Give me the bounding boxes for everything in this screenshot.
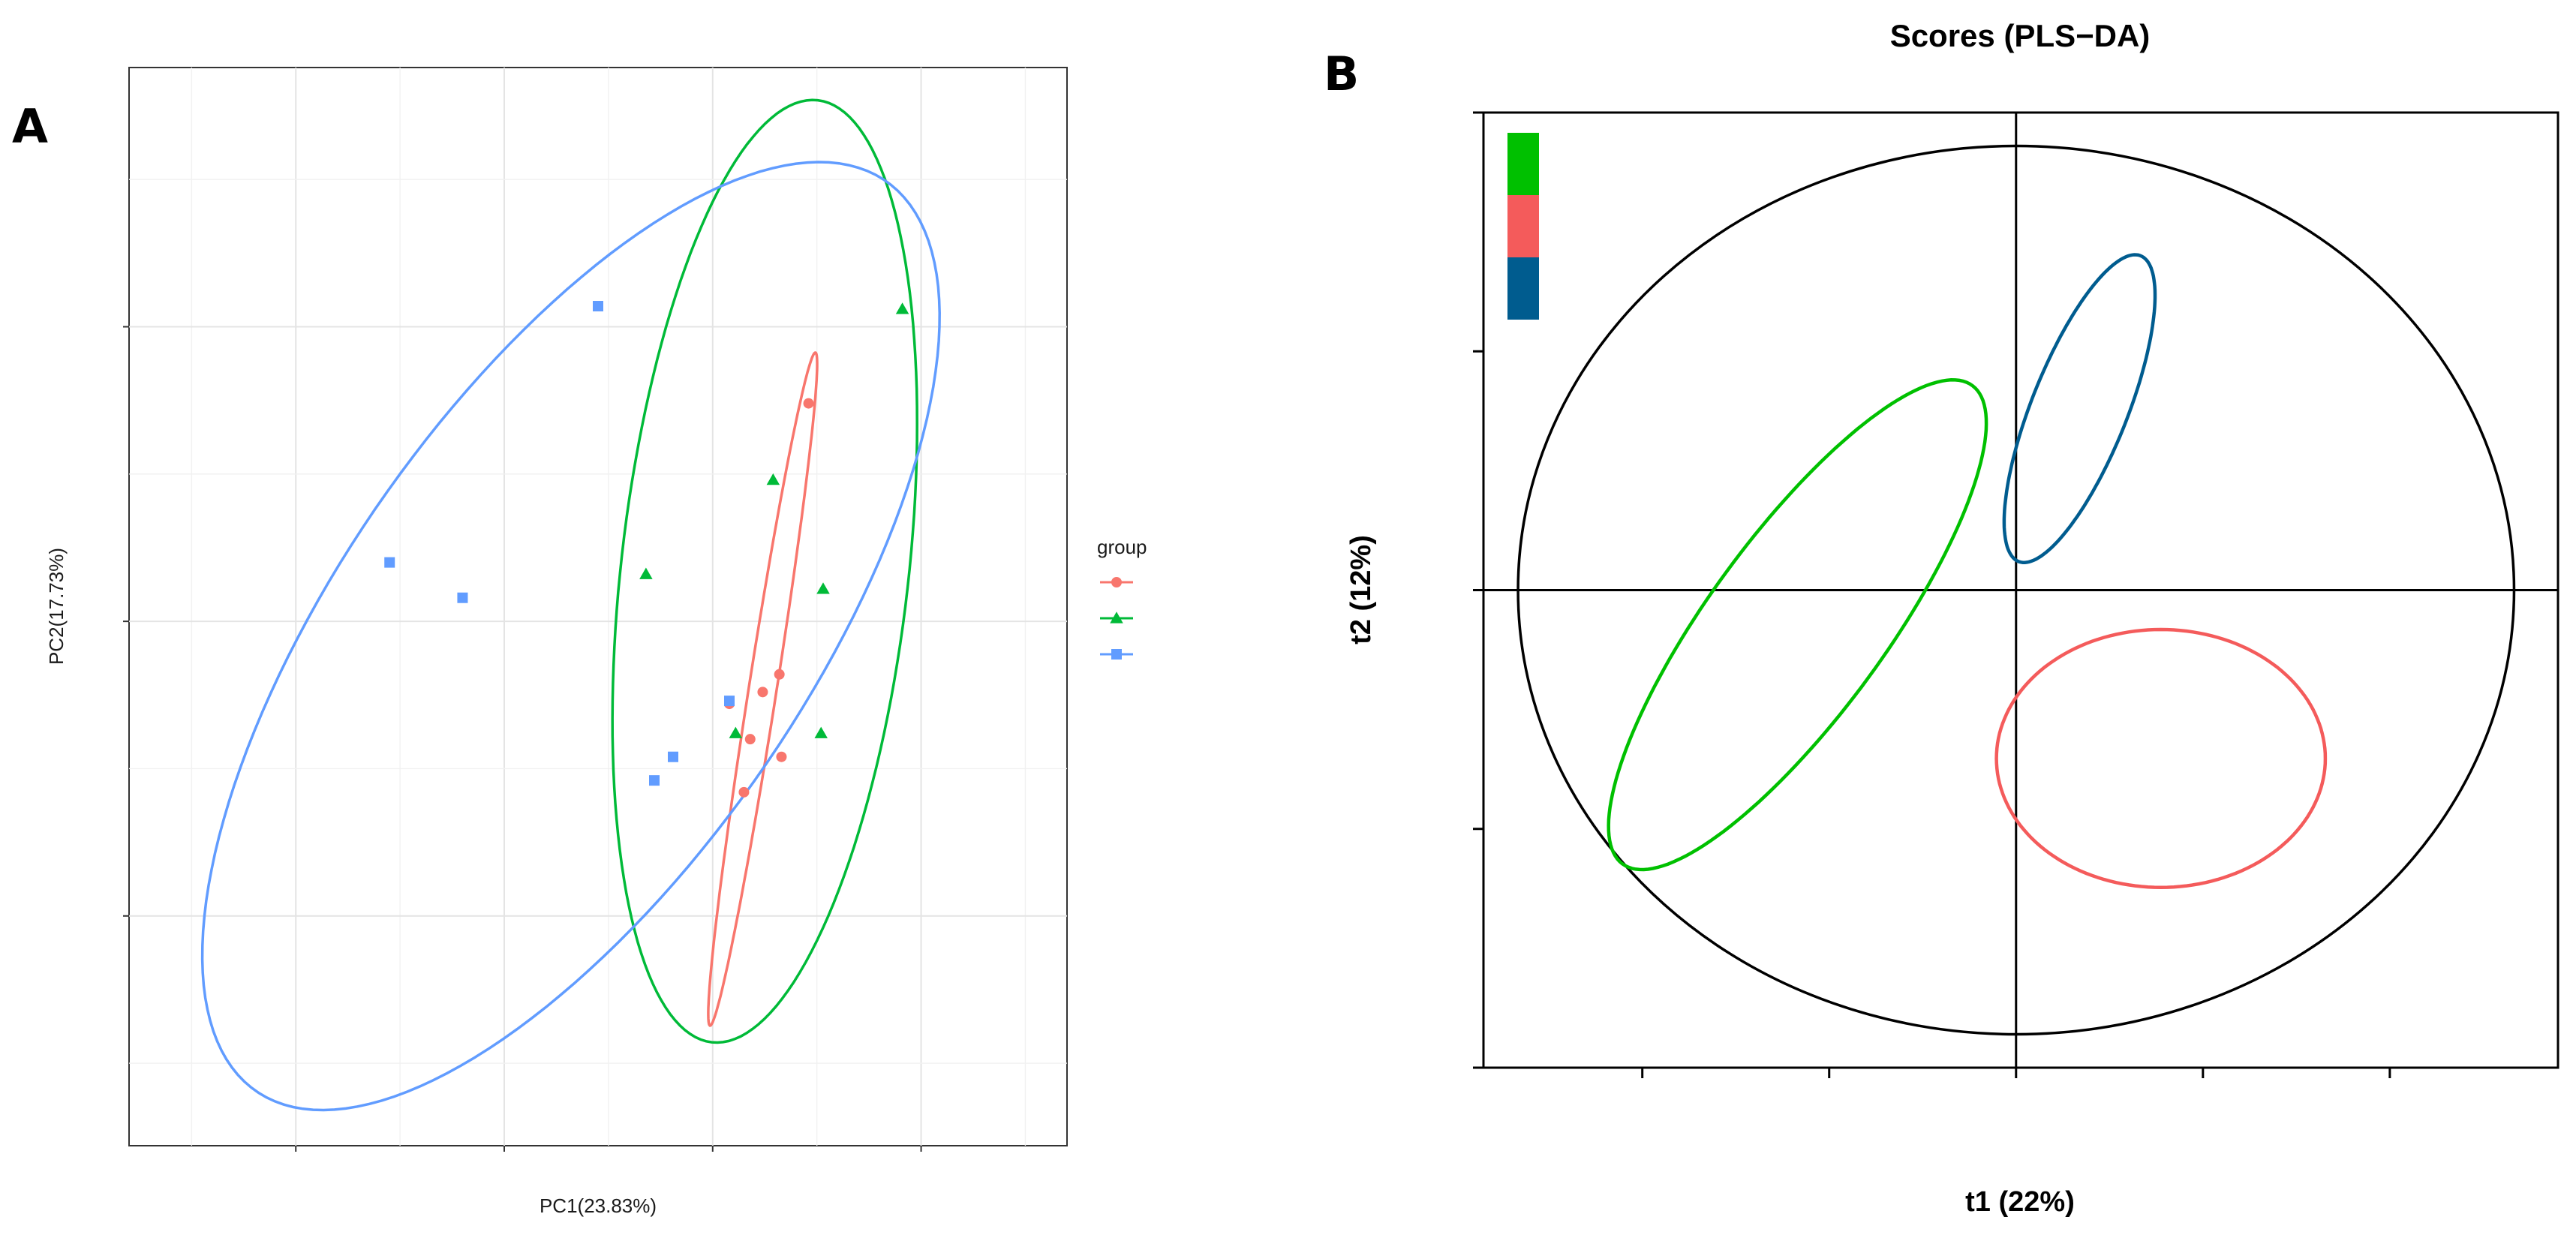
point-l: [593, 301, 603, 312]
legend-title: group: [1097, 536, 1147, 558]
panel-a-ticks: [123, 326, 922, 1152]
legend-key-marker-h: [1110, 611, 1123, 624]
panel-b-ellipses: [1516, 144, 2516, 1036]
point-d: [774, 669, 785, 680]
panel-b-ylabel: t2 (12%): [1345, 535, 1377, 645]
panel-a-points: [384, 301, 909, 798]
point-d: [776, 751, 787, 762]
point-h: [814, 726, 828, 738]
ellipse-l: [1607, 378, 1988, 872]
legend-swatch-d: [1507, 257, 1539, 320]
panel-b: B Scores (PLS−DA) t2 (12%) t1 (22%): [1324, 18, 2559, 1218]
panel-b-ticks: [1473, 111, 2391, 1078]
panel-b-zero-axes: [1483, 113, 2558, 1068]
panel-a-ellipses: [200, 98, 941, 1112]
ellipse-l: [200, 161, 941, 1112]
legend-swatch-h: [1507, 195, 1539, 257]
point-l: [724, 696, 735, 707]
panel-a-plot-area: [128, 67, 1068, 1146]
ellipse-d: [707, 351, 819, 1027]
ellipse-h: [611, 98, 918, 1044]
point-h: [766, 473, 780, 485]
point-h: [639, 567, 653, 579]
panel-a-xlabel: PC1(23.83%): [540, 1194, 657, 1217]
hotelling-t2-ellipse: [1516, 144, 2516, 1036]
point-d: [803, 398, 814, 409]
panel-a: A PC1(23.83%) PC2(17.73%) group: [12, 67, 1147, 1217]
panel-a-ylabel: PC2(17.73%): [45, 548, 68, 665]
legend-swatch-l: [1507, 133, 1539, 195]
panel-b-xlabel: t1 (22%): [1965, 1186, 2075, 1218]
point-l: [668, 751, 678, 762]
point-h: [729, 726, 743, 738]
panel-b-title: Scores (PLS−DA): [1890, 18, 2151, 53]
point-d: [744, 734, 756, 745]
panel-a-letter: A: [12, 99, 48, 154]
point-l: [457, 592, 468, 603]
panel-a-legend: group: [1097, 536, 1147, 660]
ellipse-d: [2002, 253, 2157, 564]
point-h: [816, 582, 830, 594]
legend-key-marker-l: [1111, 649, 1122, 660]
point-d: [738, 786, 750, 798]
point-h: [895, 302, 909, 314]
legend-key-marker-d: [1111, 577, 1122, 587]
ellipse-h: [1994, 627, 2328, 889]
point-d: [757, 687, 768, 698]
point-l: [649, 775, 660, 786]
panel-b-legend: [1507, 133, 1539, 320]
panel-b-letter: B: [1324, 47, 1359, 101]
point-l: [384, 557, 395, 568]
